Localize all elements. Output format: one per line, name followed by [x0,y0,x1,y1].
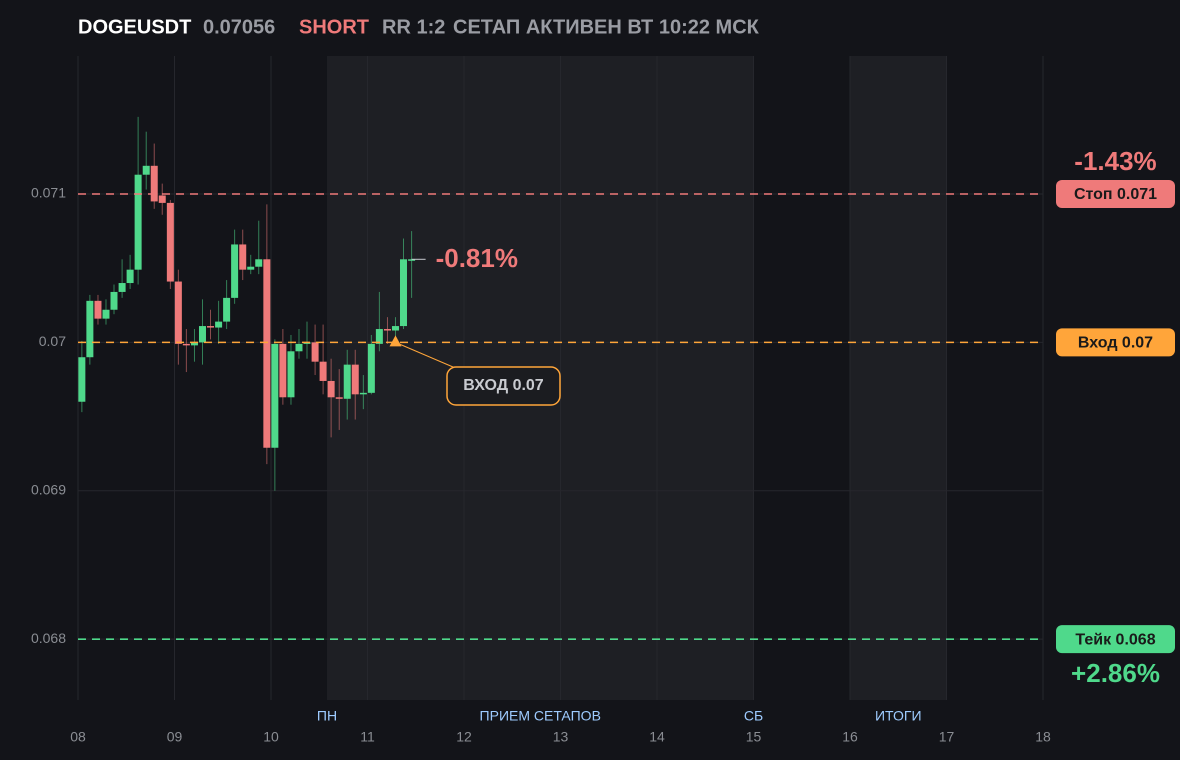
candle-body [190,342,198,346]
candle-body [206,326,214,328]
candle-body [335,397,343,399]
candle-body [359,392,367,395]
level-badge [1056,180,1175,208]
candle-body [94,300,102,319]
candle-body [110,291,118,310]
candle-body [255,259,263,267]
level-badge [1056,625,1175,654]
x-tick-label: 14 [649,729,665,745]
candle-body [223,297,231,322]
price: 0.07056 [203,16,275,38]
candles [78,116,416,491]
candle-body [247,266,255,270]
candle-body [343,364,351,399]
candle-body [198,326,206,343]
price-annotation: -0.81% [436,243,518,273]
status: СЕТАП АКТИВЕН ВТ 10:22 МСК [453,16,760,38]
level-badge [1056,328,1175,357]
x-tick-label: 11 [360,729,375,745]
zones: ПРИЕМ СЕТАПОВ ПН СБ ИТОГИ [317,56,947,724]
candle-body [118,283,126,292]
candle-body [166,202,174,282]
y-tick-label: 0.07 [39,333,66,349]
candle-body [174,281,182,344]
symbol: DOGEUSDT [78,16,191,38]
candle-body [319,361,327,381]
x-tick-label: 13 [553,729,569,745]
candle-body [351,364,359,395]
candle-body [279,343,287,398]
candle-body [86,300,94,358]
zone-label: ПРИЕМ СЕТАПОВ [480,708,601,724]
zone-end-label: СБ [744,708,763,724]
level-label: Вход 0.07 [1078,335,1153,352]
x-tick-label: 16 [842,729,858,745]
candle-body [142,165,150,175]
x-tick-label: 12 [456,729,472,745]
y-tick-label: 0.068 [31,630,66,646]
x-tick-label: 17 [939,729,955,745]
x-tick-label: 09 [167,729,183,745]
level-pct: +2.86% [1071,658,1160,688]
candle-body [78,357,86,402]
entry-connector [395,341,461,371]
level-label: Стоп 0.071 [1074,186,1157,203]
candle-body [287,351,295,398]
entry-marker [389,335,402,347]
zone-start-label: ПН [317,708,337,724]
candle-body [102,309,110,319]
candle-body [311,342,319,362]
candle-body [239,244,247,270]
side: SHORT [299,16,369,38]
candle-body [182,343,190,346]
zone-label: ИТОГИ [875,708,922,724]
x-tick-label: 15 [746,729,762,745]
y-tick-label: 0.071 [31,185,66,201]
candle-body [295,343,303,352]
candle-body [391,326,399,331]
x-tick-label: 10 [263,729,279,745]
candle-body [367,343,375,393]
level-label: Тейк 0.068 [1075,631,1155,648]
candle-body [215,321,223,328]
level-pct: -1.43% [1074,146,1156,176]
x-tick-label: 08 [70,729,86,745]
candle-body [327,380,335,398]
candle-body [375,329,383,344]
x-tick-label: 18 [1035,729,1051,745]
candle-body [399,259,407,327]
candle-body [158,195,166,203]
entry-callout [446,366,561,406]
candle-body [263,259,271,448]
overlay: Стоп 0.071 -1.43% Вход 0.07 Тейк 0.068 +2.86… [78,146,1175,688]
candle-body [271,343,279,448]
candle-body [134,174,142,270]
candle-body [383,329,391,331]
zone [850,56,947,700]
rr: RR 1:2 [382,16,445,38]
candle-body [408,259,416,261]
candle-body [231,244,239,298]
entry-label: ВХОД 0.07 [463,377,544,394]
candle-body [150,165,158,202]
y-tick-label: 0.069 [31,481,66,497]
candle-body [126,269,134,284]
